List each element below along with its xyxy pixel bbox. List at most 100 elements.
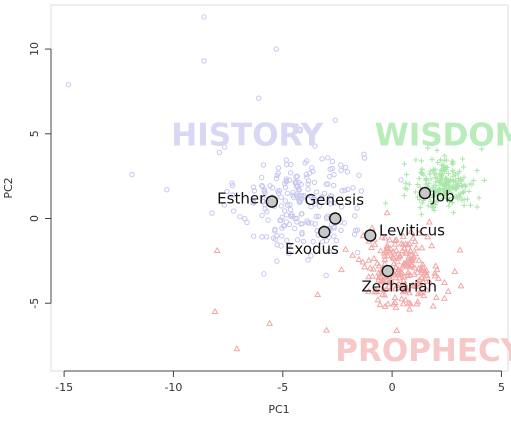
prophecy-point	[391, 293, 399, 300]
prophecy-point	[419, 260, 427, 267]
prophecy-point	[420, 292, 428, 299]
history-point	[258, 174, 265, 181]
wisdom-point	[428, 198, 434, 204]
history-point	[285, 202, 291, 208]
history-point	[323, 272, 329, 279]
history-point	[230, 208, 237, 214]
prophecy-point	[417, 265, 425, 272]
history-point	[331, 233, 337, 239]
prophecy-point	[376, 301, 384, 308]
prophecy-point	[386, 236, 393, 243]
group-label-prophecy: PROPHECY	[335, 333, 511, 369]
history-point	[242, 215, 248, 222]
history-point	[272, 226, 278, 232]
prophecy-point	[402, 296, 410, 303]
history-point	[201, 58, 207, 64]
wisdom-point	[445, 195, 451, 201]
history-point	[326, 248, 333, 254]
history-point	[300, 238, 307, 245]
prophecy-point	[379, 290, 387, 297]
history-point	[289, 211, 295, 217]
history-point	[286, 177, 293, 183]
prophecy-point	[342, 245, 350, 252]
wisdom-point	[435, 159, 441, 166]
history-point	[286, 221, 293, 228]
prophecy-point	[399, 240, 407, 247]
history-point	[274, 233, 280, 239]
history-point	[261, 188, 268, 195]
prophecy-point	[414, 290, 422, 297]
x-tick-label: -15	[55, 381, 73, 394]
history-point	[319, 194, 325, 200]
wisdom-point	[401, 193, 407, 199]
prophecy-point	[380, 276, 387, 283]
prophecy-point	[406, 305, 413, 312]
prophecy-point	[213, 246, 221, 253]
prophecy-point	[412, 250, 419, 257]
history-point	[345, 186, 351, 193]
wisdom-point	[455, 196, 461, 202]
prophecy-point	[355, 255, 363, 262]
history-point	[299, 211, 305, 217]
wisdom-point	[434, 147, 440, 154]
history-point	[299, 231, 305, 237]
history-point	[312, 221, 318, 227]
wisdom-point	[433, 171, 439, 177]
history-point	[294, 184, 301, 190]
wisdom-point	[460, 189, 466, 196]
prophecy-point	[396, 252, 403, 259]
wisdom-point	[466, 188, 472, 194]
wisdom-point	[474, 204, 480, 210]
history-point	[305, 220, 311, 226]
wisdom-point	[448, 190, 454, 196]
history-point	[256, 95, 262, 101]
prophecy-point	[413, 278, 421, 285]
prophecy-point	[395, 274, 403, 281]
wisdom-point	[454, 183, 460, 189]
wisdom-point	[455, 175, 461, 182]
prophecy-point	[441, 278, 448, 286]
history-point	[129, 171, 135, 178]
prophecy-point	[444, 287, 452, 294]
history-point	[283, 161, 290, 168]
history-point	[344, 169, 351, 175]
wisdom-point	[417, 205, 423, 211]
prophecy-point	[412, 244, 420, 251]
prophecy-point	[405, 253, 413, 260]
history-point	[216, 149, 223, 156]
prophecy-point	[429, 302, 437, 309]
history-point	[264, 208, 270, 215]
wisdom-point	[425, 203, 431, 209]
book-points: Esther Genesis Exodus Leviticus Job Zechariah	[217, 186, 455, 295]
prophecy-point	[365, 256, 373, 263]
wisdom-point	[413, 157, 419, 163]
history-point	[283, 157, 290, 163]
prophecy-point	[338, 266, 345, 273]
y-tick-label: 5	[28, 130, 41, 137]
prophecy-point	[392, 246, 400, 253]
wisdom-point	[458, 176, 464, 182]
wisdom-point	[449, 195, 456, 201]
history-point	[361, 151, 367, 158]
prophecy-point	[405, 299, 413, 306]
prophecy-point	[383, 241, 391, 248]
prophecy-point	[374, 296, 382, 303]
prophecy-point	[432, 262, 440, 269]
prophecy-point	[389, 253, 397, 260]
prophecy-point	[404, 241, 412, 248]
prophecy-point	[404, 271, 412, 278]
history-point	[290, 189, 296, 196]
wisdom-point	[464, 196, 471, 202]
prophecy-point	[406, 263, 413, 270]
prophecy-point	[378, 233, 386, 240]
prophecy-point	[431, 272, 439, 279]
history-point	[323, 215, 330, 221]
prophecy-point	[379, 285, 387, 292]
x-tick-label: -5	[277, 381, 288, 394]
prophecy-point	[451, 267, 459, 274]
wisdom-point	[447, 176, 454, 183]
prophecy-point	[408, 260, 416, 267]
prophecy-point	[413, 300, 421, 307]
